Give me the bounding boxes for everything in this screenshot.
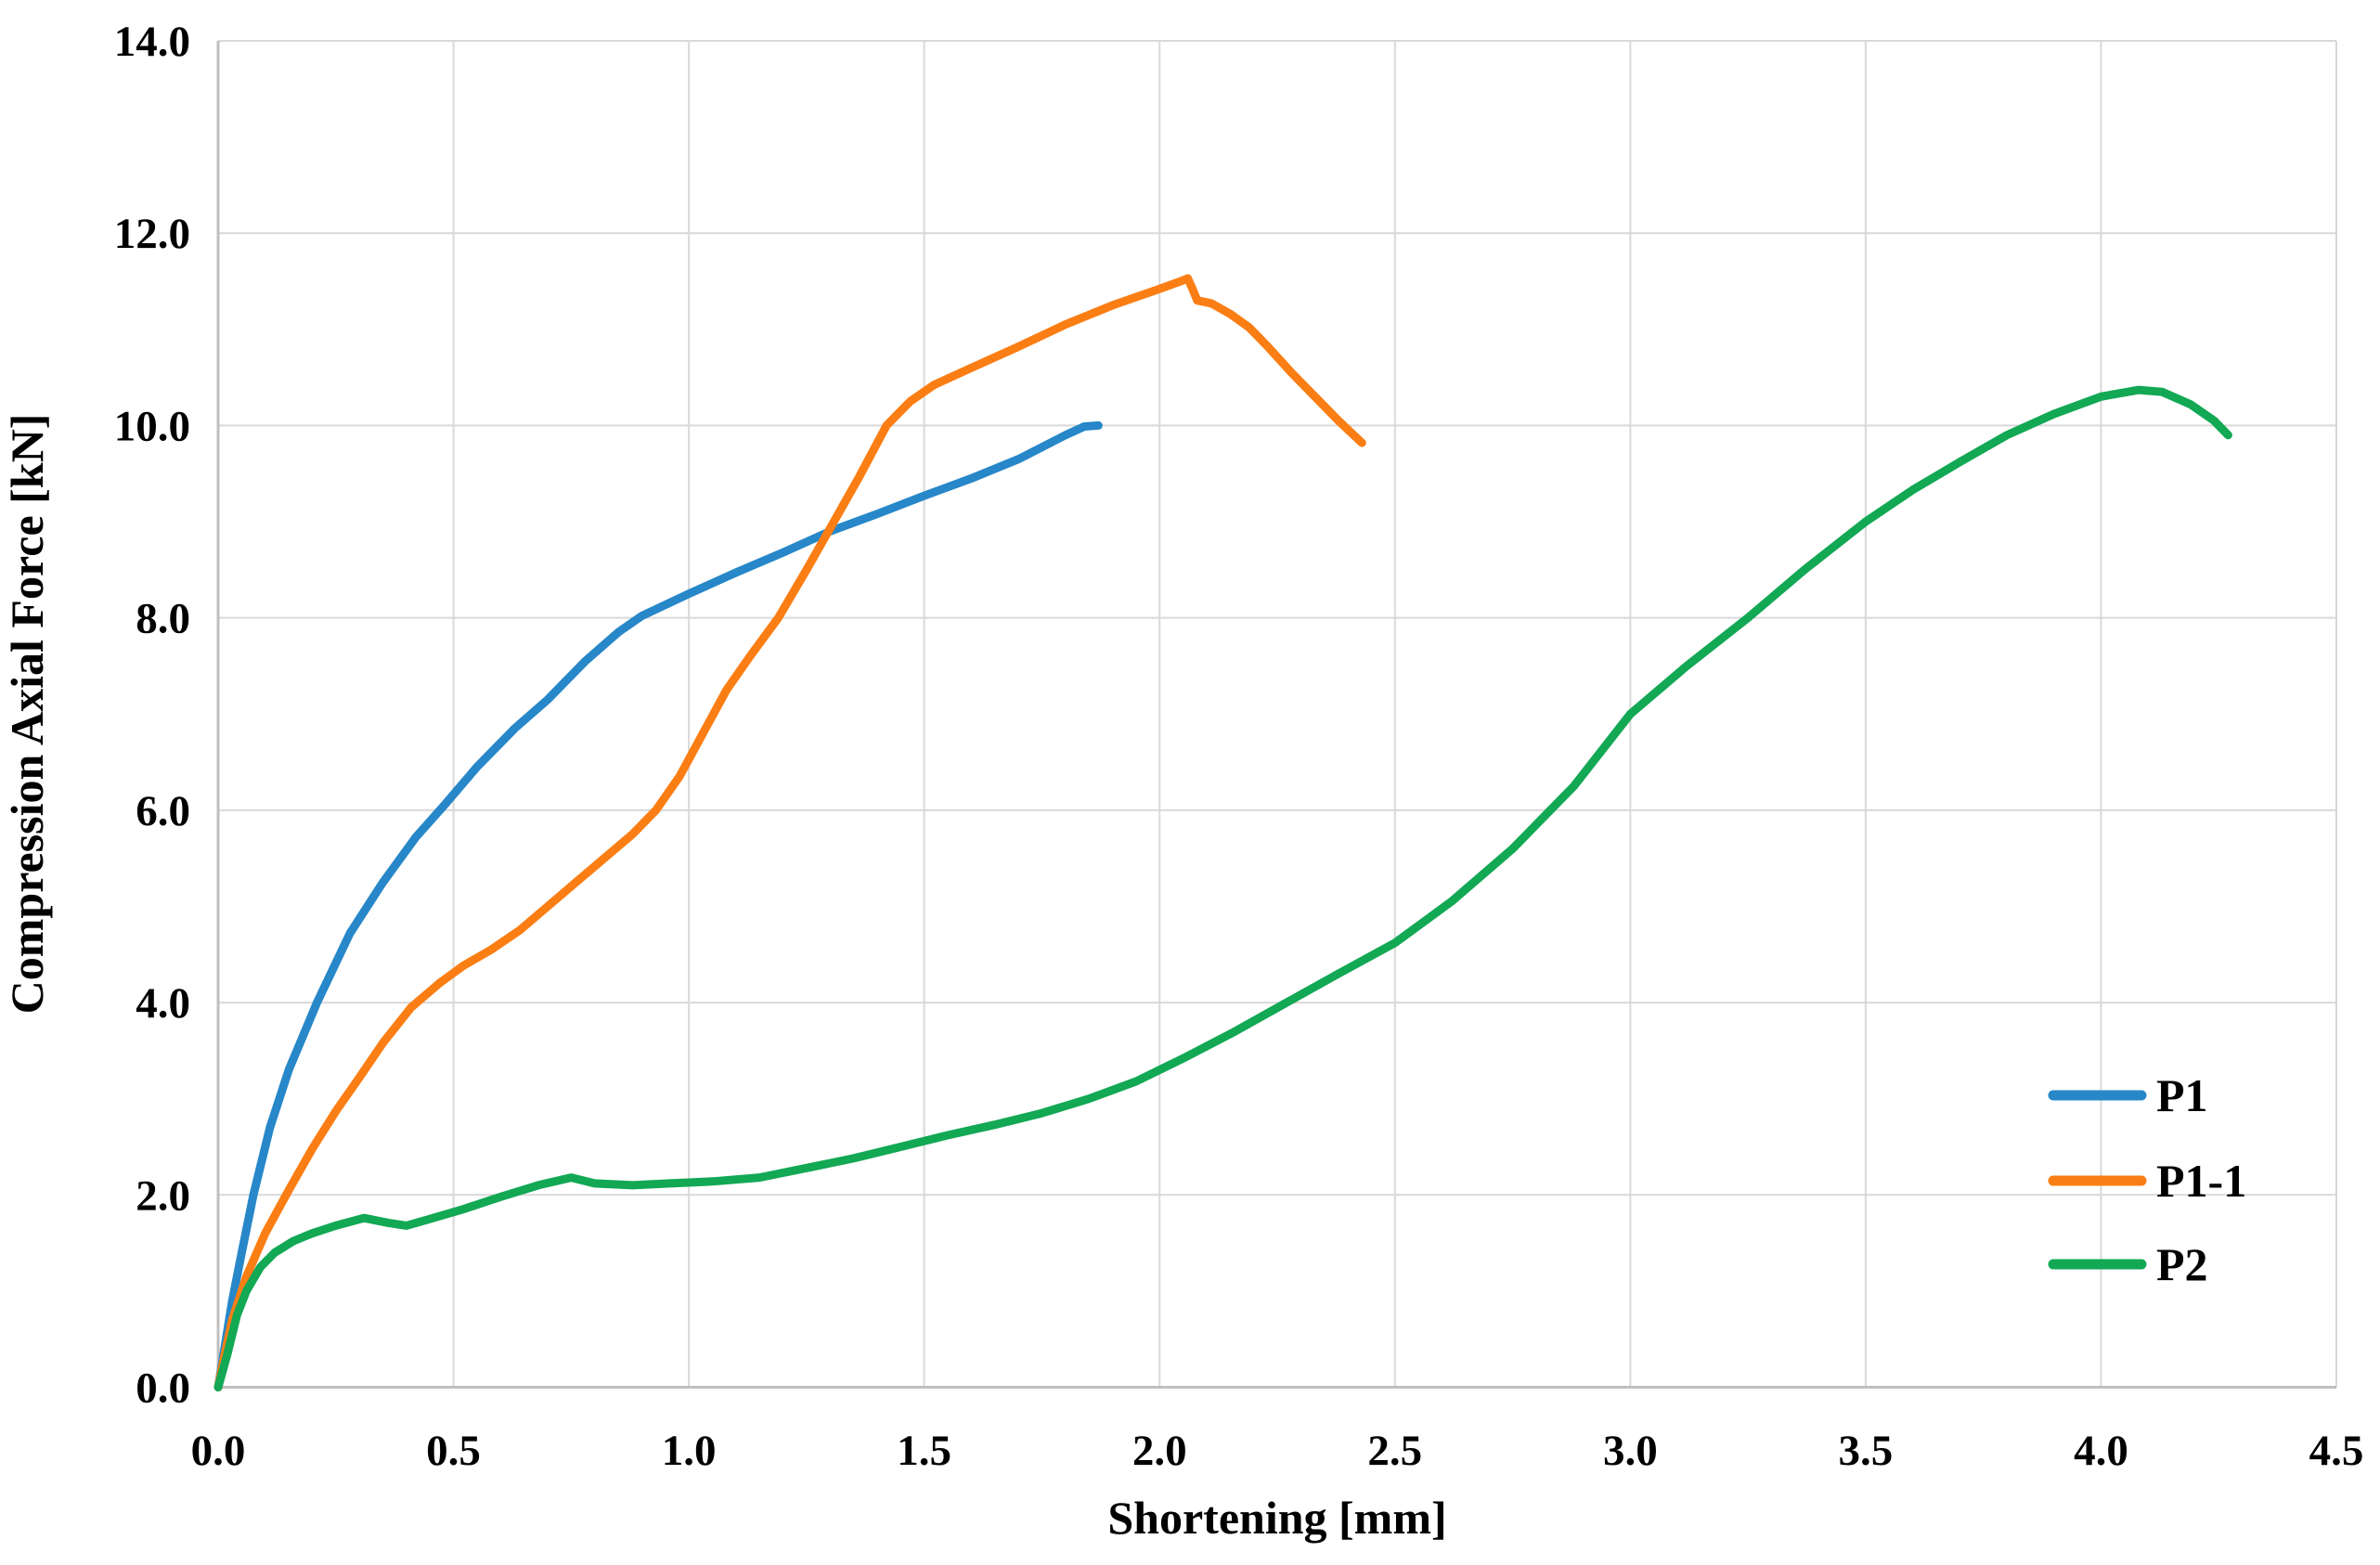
legend-label-P2: P2 — [2156, 1238, 2208, 1290]
y-tick-label: 4.0 — [136, 979, 190, 1028]
series-line-P1 — [213, 420, 1103, 1391]
x-tick-label: 0.5 — [426, 1427, 481, 1475]
legend-item-P2: P2 — [2048, 1238, 2208, 1290]
x-tick-label: 1.5 — [897, 1427, 951, 1475]
x-tick-label: 1.0 — [662, 1427, 717, 1475]
legend: P1 P1-1 P2 — [2048, 1069, 2246, 1290]
tick-labels: 0.0 0.5 1.0 1.5 2.0 2.5 3.0 3.5 4.0 4.5 0.0 2.0 4.0 6… — [114, 18, 2364, 1475]
x-tick-label: 4.0 — [2074, 1427, 2128, 1475]
y-tick-label: 8.0 — [136, 595, 190, 643]
x-tick-label: 3.0 — [1603, 1427, 1658, 1475]
legend-label-P1: P1 — [2156, 1069, 2208, 1121]
x-tick-label: 3.5 — [1839, 1427, 1894, 1475]
x-tick-label: 4.5 — [2309, 1427, 2364, 1475]
x-tick-label: 0.0 — [191, 1427, 246, 1475]
legend-label-P1-1: P1-1 — [2156, 1155, 2246, 1207]
y-tick-label: 0.0 — [136, 1364, 190, 1412]
y-axis-title: Compression Axial Force [kN] — [1, 414, 53, 1015]
x-tick-label: 2.5 — [1367, 1427, 1422, 1475]
series-line-P2 — [213, 385, 2232, 1391]
axes — [216, 41, 2336, 1389]
x-tick-label: 2.0 — [1132, 1427, 1187, 1475]
y-tick-label: 12.0 — [114, 210, 190, 258]
x-axis-title: Shortening [mm] — [1107, 1492, 1446, 1544]
y-tick-label: 14.0 — [114, 18, 190, 66]
y-tick-label: 2.0 — [136, 1171, 190, 1220]
series-line-P1-1 — [213, 274, 1366, 1391]
legend-item-P1-1: P1-1 — [2048, 1155, 2246, 1207]
y-tick-label: 10.0 — [114, 402, 190, 450]
legend-item-P1: P1 — [2048, 1069, 2208, 1121]
y-tick-label: 6.0 — [136, 787, 190, 835]
series-lines — [213, 274, 2232, 1391]
